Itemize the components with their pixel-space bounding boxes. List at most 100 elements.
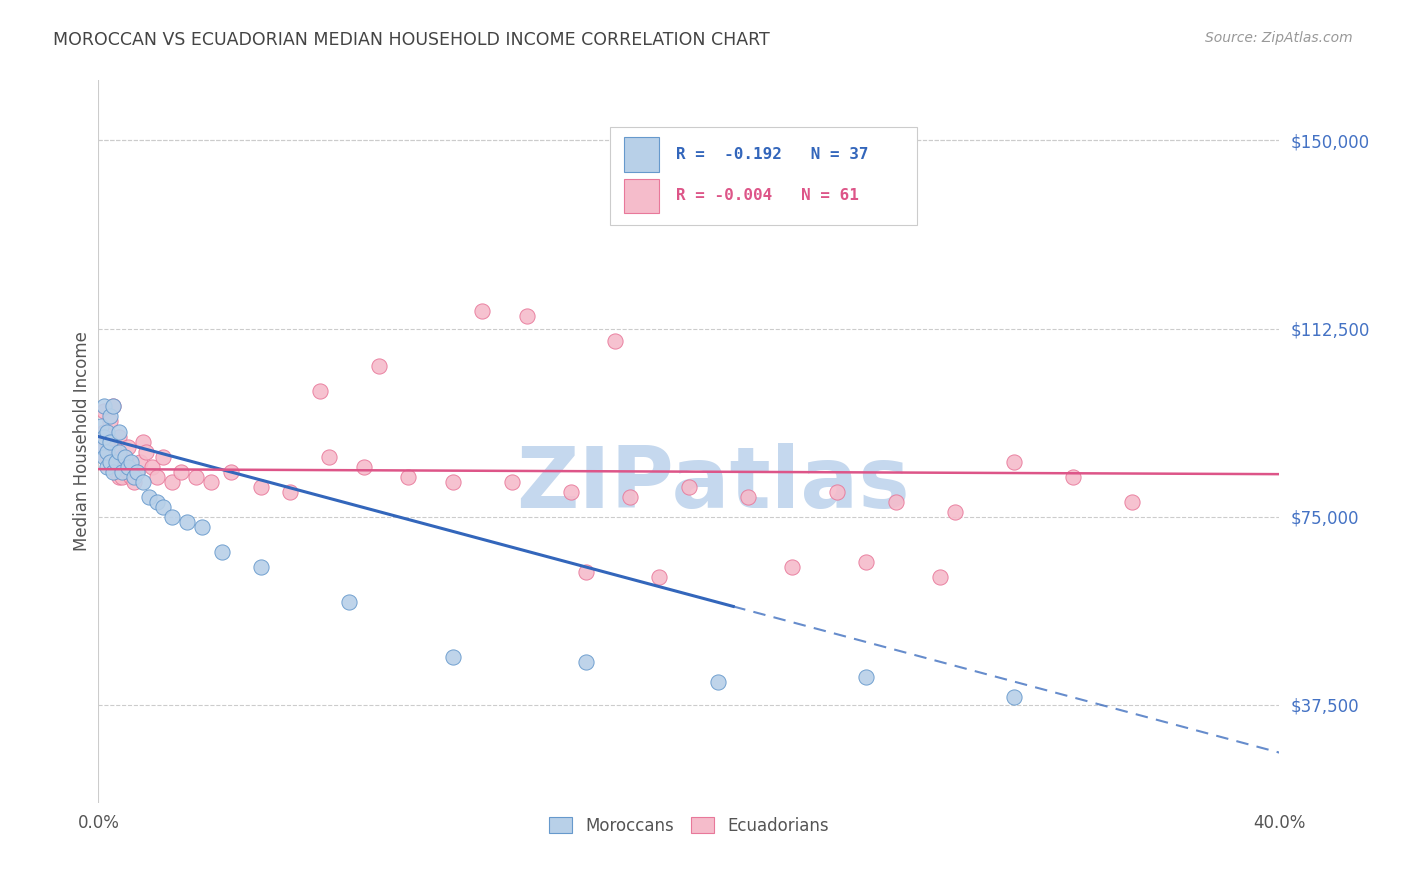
- Point: [648, 570, 671, 584]
- Point: [707, 675, 730, 690]
- Point: [162, 475, 183, 489]
- Point: [191, 520, 214, 534]
- Point: [93, 429, 115, 443]
- Point: [250, 480, 273, 494]
- Point: [93, 425, 115, 439]
- Point: [825, 484, 848, 499]
- Point: [108, 444, 131, 458]
- FancyBboxPatch shape: [624, 137, 659, 172]
- Point: [117, 440, 139, 454]
- Point: [105, 454, 128, 468]
- Point: [98, 434, 121, 449]
- Point: [211, 545, 233, 559]
- Point: [146, 494, 169, 508]
- Point: [103, 459, 125, 474]
- Point: [98, 454, 121, 468]
- Point: [105, 444, 128, 458]
- Point: [103, 400, 125, 414]
- Point: [120, 469, 142, 483]
- Point: [152, 450, 174, 464]
- Point: [200, 475, 222, 489]
- Point: [318, 450, 340, 464]
- Point: [122, 469, 145, 483]
- Point: [114, 450, 136, 464]
- Point: [117, 459, 139, 474]
- Point: [516, 309, 538, 323]
- Point: [128, 454, 150, 468]
- Text: Source: ZipAtlas.com: Source: ZipAtlas.com: [1205, 31, 1353, 45]
- Point: [108, 469, 131, 483]
- Point: [398, 469, 420, 483]
- Point: [93, 450, 115, 464]
- Point: [90, 419, 112, 434]
- Point: [93, 404, 115, 418]
- Point: [96, 425, 118, 439]
- Point: [108, 425, 131, 439]
- Point: [368, 359, 391, 374]
- Point: [108, 429, 131, 443]
- Text: ZIPatlas: ZIPatlas: [516, 443, 910, 526]
- Point: [1002, 690, 1025, 705]
- Point: [221, 465, 243, 479]
- Point: [575, 565, 598, 579]
- FancyBboxPatch shape: [610, 128, 917, 225]
- Point: [309, 384, 332, 399]
- Point: [135, 444, 157, 458]
- Point: [117, 465, 139, 479]
- Y-axis label: Median Household Income: Median Household Income: [73, 332, 91, 551]
- Point: [353, 459, 375, 474]
- Point: [501, 475, 523, 489]
- Text: MOROCCAN VS ECUADORIAN MEDIAN HOUSEHOLD INCOME CORRELATION CHART: MOROCCAN VS ECUADORIAN MEDIAN HOUSEHOLD …: [53, 31, 770, 49]
- Point: [441, 650, 464, 665]
- Text: R =  -0.192   N = 37: R = -0.192 N = 37: [676, 147, 869, 162]
- Point: [105, 465, 128, 479]
- Point: [132, 475, 155, 489]
- Point: [575, 655, 598, 669]
- Point: [98, 414, 121, 428]
- Point: [176, 515, 198, 529]
- Point: [1062, 469, 1084, 483]
- Point: [250, 560, 273, 574]
- Point: [132, 434, 155, 449]
- Point: [141, 459, 163, 474]
- Point: [93, 400, 115, 414]
- Point: [441, 475, 464, 489]
- Point: [1002, 454, 1025, 468]
- Point: [138, 490, 160, 504]
- Point: [120, 454, 142, 468]
- Point: [184, 469, 207, 483]
- Point: [152, 500, 174, 514]
- Point: [560, 484, 582, 499]
- Point: [737, 490, 759, 504]
- Point: [943, 505, 966, 519]
- Point: [162, 509, 183, 524]
- Point: [929, 570, 952, 584]
- Text: R = -0.004   N = 61: R = -0.004 N = 61: [676, 188, 859, 203]
- Point: [103, 465, 125, 479]
- Point: [103, 400, 125, 414]
- Point: [98, 409, 121, 424]
- Point: [782, 560, 804, 574]
- Point: [96, 444, 118, 458]
- Point: [1121, 494, 1143, 508]
- Point: [96, 434, 118, 449]
- Point: [855, 555, 877, 569]
- Point: [114, 459, 136, 474]
- Point: [619, 490, 641, 504]
- Point: [170, 465, 193, 479]
- Point: [90, 440, 112, 454]
- Legend: Moroccans, Ecuadorians: Moroccans, Ecuadorians: [543, 810, 835, 841]
- Point: [90, 429, 112, 443]
- Point: [96, 450, 118, 464]
- Point: [884, 494, 907, 508]
- Point: [98, 454, 121, 468]
- Point: [339, 595, 361, 609]
- FancyBboxPatch shape: [624, 178, 659, 213]
- Point: [111, 469, 134, 483]
- Point: [146, 469, 169, 483]
- Point: [90, 444, 112, 458]
- Point: [471, 304, 494, 318]
- Point: [125, 465, 148, 479]
- Point: [111, 450, 134, 464]
- Point: [678, 480, 700, 494]
